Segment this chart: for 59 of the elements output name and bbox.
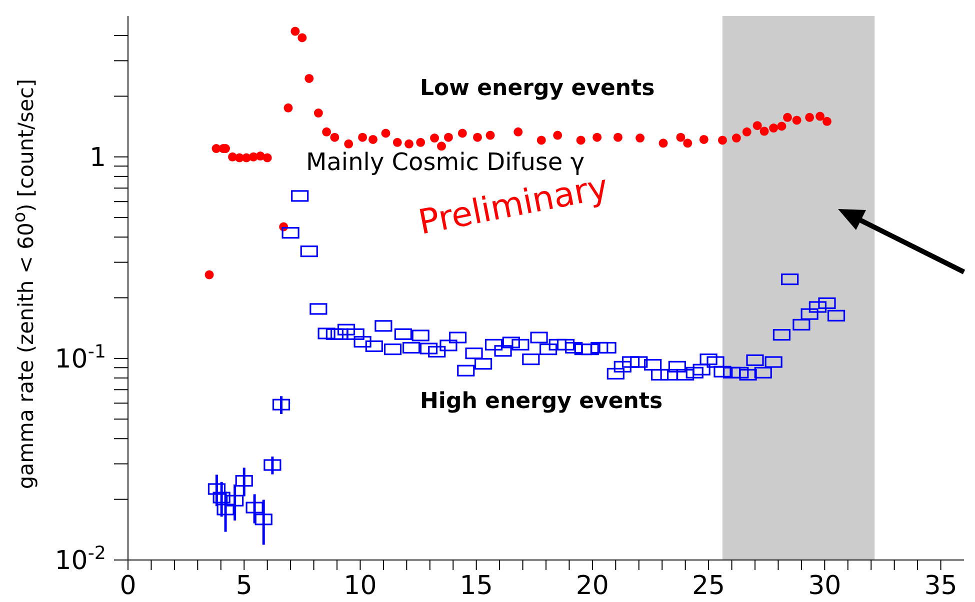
point bbox=[514, 127, 523, 136]
y-tick-label: 10$^{-2}$ bbox=[54, 542, 106, 576]
point bbox=[358, 132, 368, 142]
point bbox=[760, 126, 769, 136]
point bbox=[816, 112, 825, 121]
point bbox=[381, 128, 390, 138]
point bbox=[676, 132, 686, 142]
point bbox=[752, 121, 762, 130]
point bbox=[344, 139, 354, 148]
point bbox=[769, 124, 778, 133]
x-tick-label: 5 bbox=[236, 571, 252, 601]
point bbox=[613, 132, 622, 142]
x-tick-label: 20 bbox=[576, 571, 609, 601]
point bbox=[204, 270, 214, 280]
point bbox=[718, 136, 727, 145]
x-tick-label: 15 bbox=[460, 571, 493, 601]
x-tick-label: 35 bbox=[924, 571, 958, 601]
point bbox=[783, 112, 792, 122]
point bbox=[416, 138, 426, 147]
annotation: Mainly Cosmic Difuse γ bbox=[306, 148, 585, 176]
point bbox=[777, 122, 786, 131]
point bbox=[304, 74, 314, 83]
point bbox=[822, 116, 832, 126]
x-tick-label: 30 bbox=[808, 571, 842, 601]
point bbox=[792, 116, 802, 125]
point bbox=[472, 132, 482, 142]
point bbox=[636, 134, 645, 143]
point bbox=[553, 130, 562, 140]
point bbox=[298, 33, 307, 42]
point bbox=[430, 134, 440, 143]
annotation: High energy events bbox=[420, 389, 663, 414]
point bbox=[732, 134, 741, 143]
point bbox=[742, 127, 752, 136]
point bbox=[290, 26, 300, 36]
annotation: Low energy events bbox=[420, 76, 655, 101]
point bbox=[805, 112, 814, 122]
point bbox=[536, 136, 546, 145]
point bbox=[368, 134, 378, 144]
point bbox=[658, 138, 668, 148]
x-tick-label: 0 bbox=[120, 571, 136, 601]
point bbox=[486, 130, 495, 140]
point bbox=[262, 153, 272, 162]
point bbox=[322, 127, 332, 136]
point bbox=[314, 108, 323, 118]
x-tick-label: 25 bbox=[692, 571, 726, 601]
point bbox=[576, 136, 586, 145]
y-tick-label: 1 bbox=[89, 142, 106, 173]
point bbox=[592, 132, 602, 142]
y-tick-label: 10$^{-1}$ bbox=[54, 340, 106, 374]
x-tick-label: 10 bbox=[344, 571, 377, 601]
point bbox=[444, 132, 453, 142]
point bbox=[330, 132, 340, 142]
point bbox=[437, 142, 446, 151]
point bbox=[458, 128, 467, 138]
point bbox=[404, 139, 414, 148]
point bbox=[284, 103, 293, 112]
point bbox=[699, 134, 708, 144]
point bbox=[392, 138, 402, 147]
point bbox=[683, 138, 692, 148]
